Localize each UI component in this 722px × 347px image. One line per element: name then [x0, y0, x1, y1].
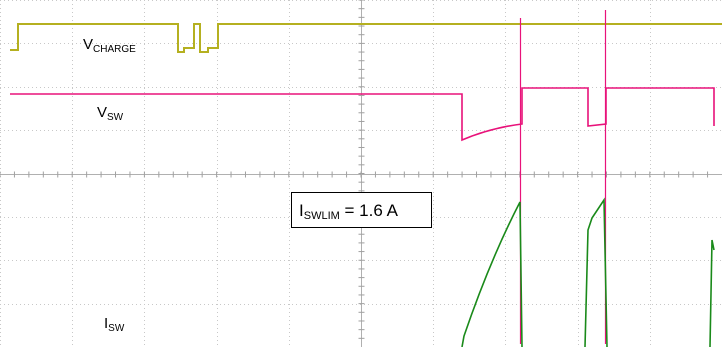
trace-isw-pulse [709, 239, 715, 347]
current-limit-text: ISWLIM = 1.6 A [299, 201, 398, 222]
current-limit-annotation: ISWLIM = 1.6 A [291, 192, 432, 228]
trace-vcharge [10, 23, 722, 53]
trace-vsw [10, 87, 715, 142]
series-label-vcharge: VCHARGE [83, 36, 136, 55]
trace-isw-pulse [584, 197, 608, 347]
series-label-isw: ISW [104, 315, 125, 334]
series-label-vsw: VSW [97, 104, 124, 123]
traces [10, 10, 722, 347]
trace-isw-pulse [461, 201, 523, 347]
